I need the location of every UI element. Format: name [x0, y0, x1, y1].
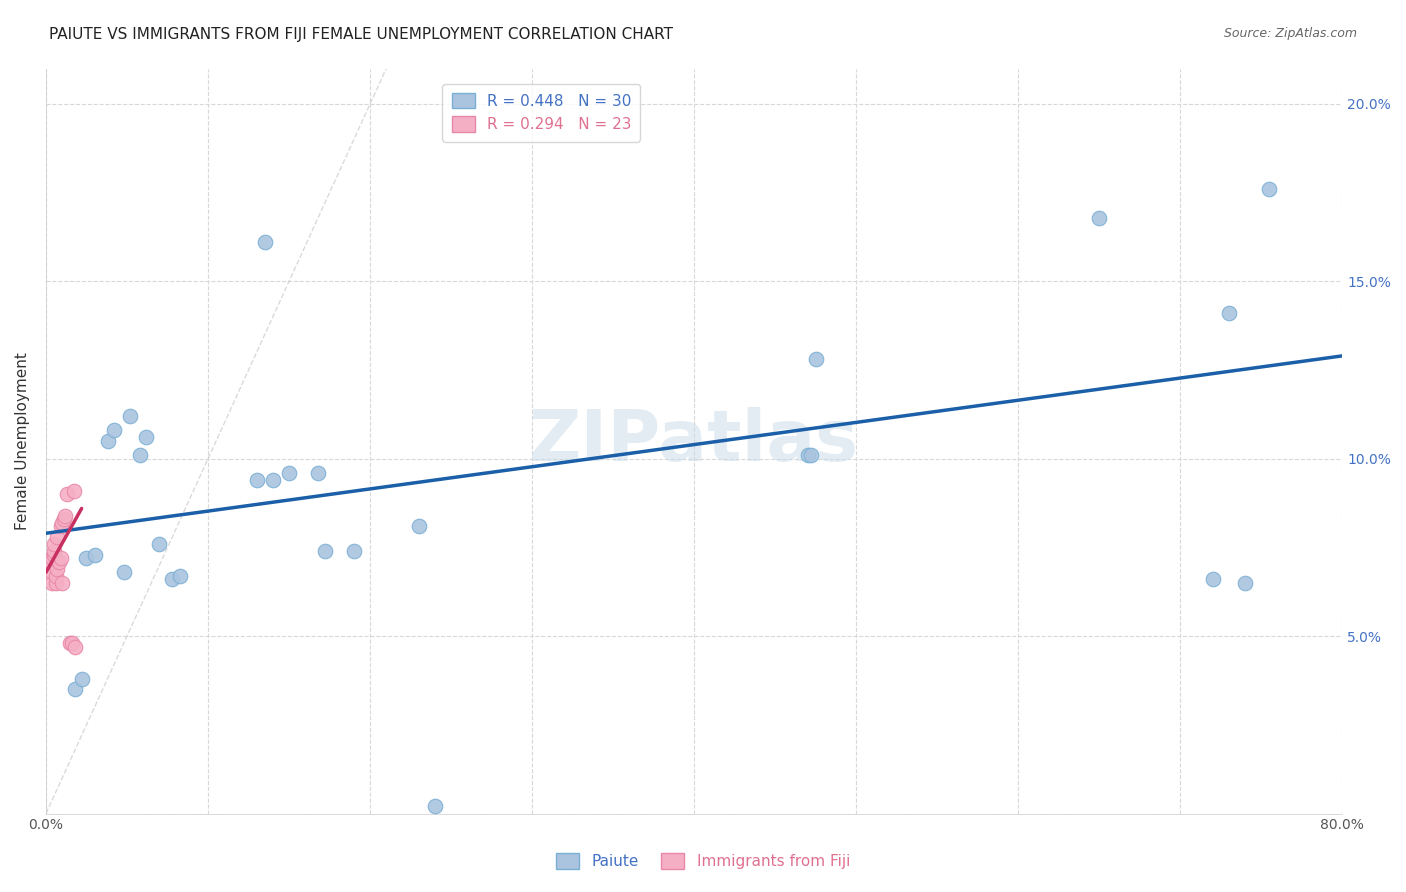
Text: Source: ZipAtlas.com: Source: ZipAtlas.com	[1223, 27, 1357, 40]
Point	[120, 409, 142, 424]
Point	[51, 576, 73, 591]
Point	[135, 430, 157, 444]
Point	[56, 487, 79, 501]
Point	[408, 519, 430, 533]
Point	[800, 448, 823, 462]
Point	[59, 636, 82, 650]
Point	[1258, 182, 1281, 196]
Y-axis label: Female Unemployment: Female Unemployment	[15, 352, 30, 530]
Point	[41, 551, 63, 566]
Point	[307, 466, 329, 480]
Point	[41, 576, 63, 591]
Point	[804, 352, 827, 367]
Point	[60, 636, 83, 650]
Point	[83, 548, 105, 562]
Point	[314, 544, 336, 558]
Point	[42, 544, 65, 558]
Point	[49, 519, 72, 533]
Point	[1088, 211, 1111, 225]
Point	[796, 448, 818, 462]
Point	[51, 516, 73, 530]
Point	[41, 566, 63, 580]
Point	[246, 473, 269, 487]
Point	[169, 569, 191, 583]
Point	[129, 448, 152, 462]
Point	[63, 682, 86, 697]
Point	[45, 576, 67, 591]
Point	[1234, 576, 1257, 591]
Point	[70, 672, 93, 686]
Legend: R = 0.448   N = 30, R = 0.294   N = 23: R = 0.448 N = 30, R = 0.294 N = 23	[443, 84, 641, 142]
Point	[46, 530, 69, 544]
Point	[112, 566, 135, 580]
Point	[96, 434, 118, 448]
Point	[63, 640, 86, 654]
Point	[42, 537, 65, 551]
Point	[46, 562, 69, 576]
Text: ZIPatlas: ZIPatlas	[529, 407, 859, 475]
Point	[278, 466, 301, 480]
Point	[253, 235, 276, 250]
Point	[343, 544, 366, 558]
Point	[52, 512, 75, 526]
Text: PAIUTE VS IMMIGRANTS FROM FIJI FEMALE UNEMPLOYMENT CORRELATION CHART: PAIUTE VS IMMIGRANTS FROM FIJI FEMALE UN…	[49, 27, 673, 42]
Point	[39, 555, 62, 569]
Point	[1201, 573, 1223, 587]
Point	[1218, 306, 1240, 320]
Point	[423, 799, 446, 814]
Point	[55, 508, 77, 523]
Point	[48, 555, 70, 569]
Point	[62, 483, 84, 498]
Point	[262, 473, 284, 487]
Point	[45, 569, 67, 583]
Point	[42, 548, 65, 562]
Legend: Paiute, Immigrants from Fiji: Paiute, Immigrants from Fiji	[550, 847, 856, 875]
Point	[103, 423, 125, 437]
Point	[162, 573, 184, 587]
Point	[49, 551, 72, 566]
Point	[148, 537, 170, 551]
Point	[76, 551, 98, 566]
